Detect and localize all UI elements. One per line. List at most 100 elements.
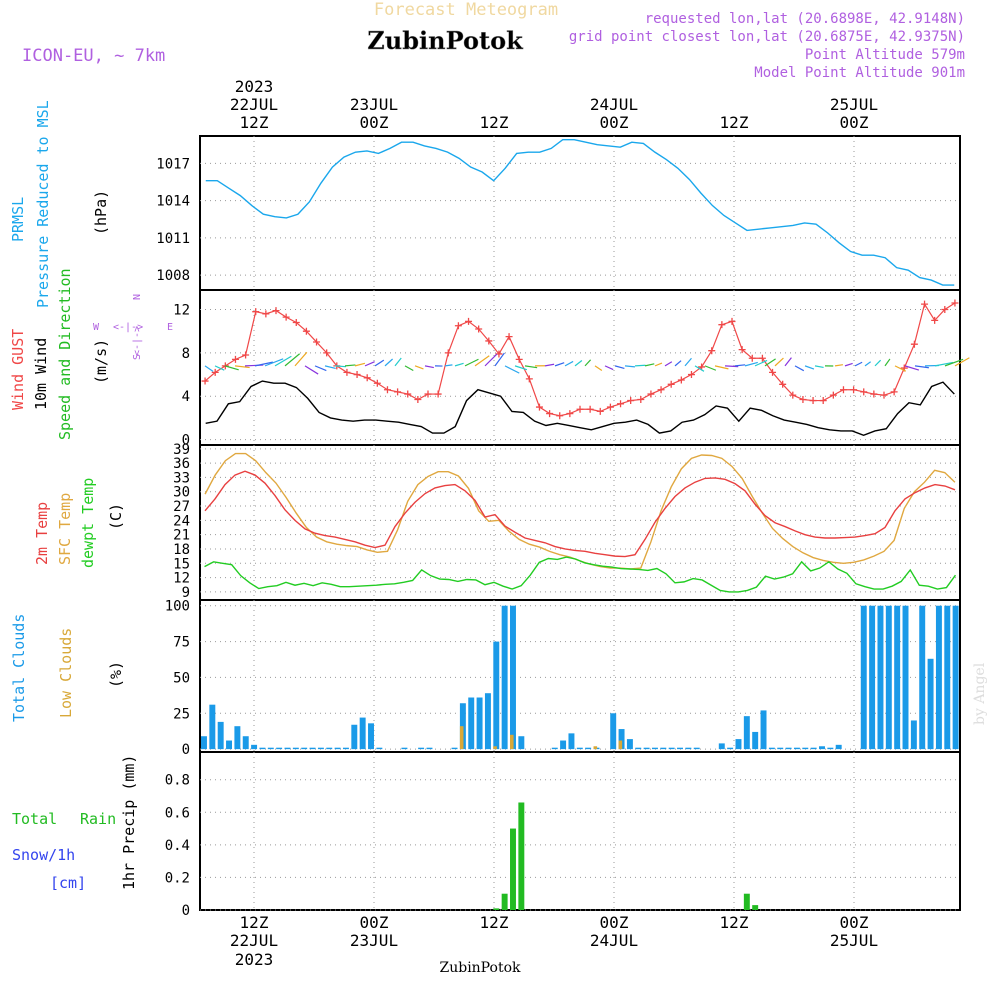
wind-dir-arrow (204, 365, 214, 372)
gust-marker (910, 340, 918, 348)
total-clouds-label: Total Clouds (10, 614, 28, 722)
wind-dir-arrow (354, 362, 366, 367)
gust-marker (454, 322, 462, 330)
snow-label: Snow/1h (12, 846, 75, 864)
gust-marker (880, 391, 888, 399)
total-cloud-bar (651, 747, 658, 750)
gust-marker (231, 355, 239, 363)
total-cloud-bar (267, 747, 274, 750)
low-cloud-bar (510, 734, 514, 750)
wind-dir-arrow (524, 365, 538, 369)
gust-marker (556, 412, 564, 420)
total-cloud-bar (885, 605, 892, 750)
wind-dir-arrow (374, 359, 385, 367)
top-hour-label: 00Z (600, 113, 629, 132)
ms-unit-label: (m/s) (92, 339, 110, 384)
gust-marker (353, 371, 361, 379)
y-tick-label: 0 (182, 742, 190, 758)
compass-n: N (132, 294, 143, 300)
compass-e: E (167, 322, 173, 333)
total-cloud-bar (660, 747, 667, 750)
gust-marker (748, 354, 756, 362)
rain-bar (510, 828, 516, 910)
gust-marker (546, 410, 554, 418)
watermark: by Angel (972, 662, 988, 725)
wind-labels: Wind GUST 10m Wind Speed and Direction (… (9, 268, 173, 440)
gust-marker (617, 400, 625, 408)
c-unit-label: (C) (107, 503, 125, 530)
cloud-labels: Total Clouds Low Clouds (%) (10, 614, 125, 722)
gust-marker (890, 388, 898, 396)
rain-bar (743, 893, 750, 910)
total-cloud-bar (209, 704, 216, 750)
wind-dir-arrow (514, 365, 528, 371)
wind-dir-arrow (614, 365, 625, 369)
wind-dir-arrow (944, 358, 964, 367)
precip-unit-label: 1hr Precip (mm) (120, 755, 138, 890)
wind-dir-arrow (264, 358, 284, 367)
total-cloud-bar (743, 716, 750, 750)
panel-frame (199, 135, 961, 291)
gust-marker (404, 390, 412, 398)
wind-dir-arrow (604, 365, 614, 371)
total-cloud-bar (226, 740, 233, 750)
gust-marker (779, 380, 787, 388)
total-cloud-bar (576, 747, 583, 750)
total-cloud-bar (910, 720, 917, 750)
gust-marker (870, 390, 878, 398)
pressure-line (205, 139, 955, 286)
gust-marker (931, 316, 939, 324)
gust-marker (708, 347, 716, 355)
gust-marker (728, 317, 736, 325)
top-date-label: 23JUL (350, 95, 398, 114)
wind-dir-arrow (744, 361, 758, 367)
total-cloud-bar (810, 747, 817, 750)
clouds-panel: 0 25 50 75 100 (165, 599, 961, 758)
prmsl-label: PRMSL (9, 197, 27, 242)
y-tick-label: 0.8 (165, 773, 190, 789)
y-tick-label: 0.4 (165, 838, 190, 854)
total-cloud-bar (894, 605, 901, 750)
gust-marker (738, 346, 746, 354)
gust-marker (637, 395, 645, 403)
rain-bar (501, 893, 508, 910)
wind-dir-arrow (684, 357, 692, 367)
total-cloud-bar (944, 605, 951, 750)
low-cloud-bar (459, 726, 464, 750)
wind-dir-arrow (414, 365, 424, 370)
total-cloud-bar (368, 723, 374, 750)
gust-marker (657, 386, 665, 394)
total-cloud-bar (610, 713, 617, 750)
top-date-label: 25JUL (830, 95, 878, 114)
gust-marker (343, 368, 351, 376)
y-tick-label: 33 (173, 470, 190, 486)
total-cloud-bar (551, 747, 558, 750)
wind-dir-arrow (904, 365, 920, 371)
total-cloud-bar (718, 743, 725, 750)
y-tick-label: 25 (173, 706, 190, 722)
total-cloud-bar (835, 744, 842, 750)
meteogram-title: Forecast Meteogram (374, 0, 558, 20)
wind-dir-arrow (624, 365, 636, 368)
wind-dir-arrow (464, 358, 479, 367)
wind-dir-arrow (314, 365, 327, 372)
gust-marker (860, 388, 868, 396)
top-date-label: 22JUL (230, 95, 278, 114)
wind-dir-arrow (594, 365, 603, 371)
bottom-hour-label: 00Z (360, 913, 389, 932)
bottom-date-label: 23JUL (350, 931, 398, 950)
total-cloud-bar (301, 747, 308, 750)
y-tick-label: 12 (173, 303, 190, 319)
wind-dir-arrow (404, 365, 414, 372)
gust-marker (627, 397, 635, 405)
prmsl-desc-label: Pressure Reduced to MSL (34, 100, 52, 308)
bottom-hour-label: 00Z (600, 913, 629, 932)
total-cloud-bar (201, 736, 207, 750)
wind-dir-arrow (854, 361, 863, 367)
wind-dir-arrow (334, 365, 347, 368)
temp2m-line (204, 470, 956, 558)
gust-marker (211, 368, 219, 376)
wind-panel: 0 4 8 12 (173, 289, 970, 449)
y-tick-label: 0 (182, 433, 190, 449)
